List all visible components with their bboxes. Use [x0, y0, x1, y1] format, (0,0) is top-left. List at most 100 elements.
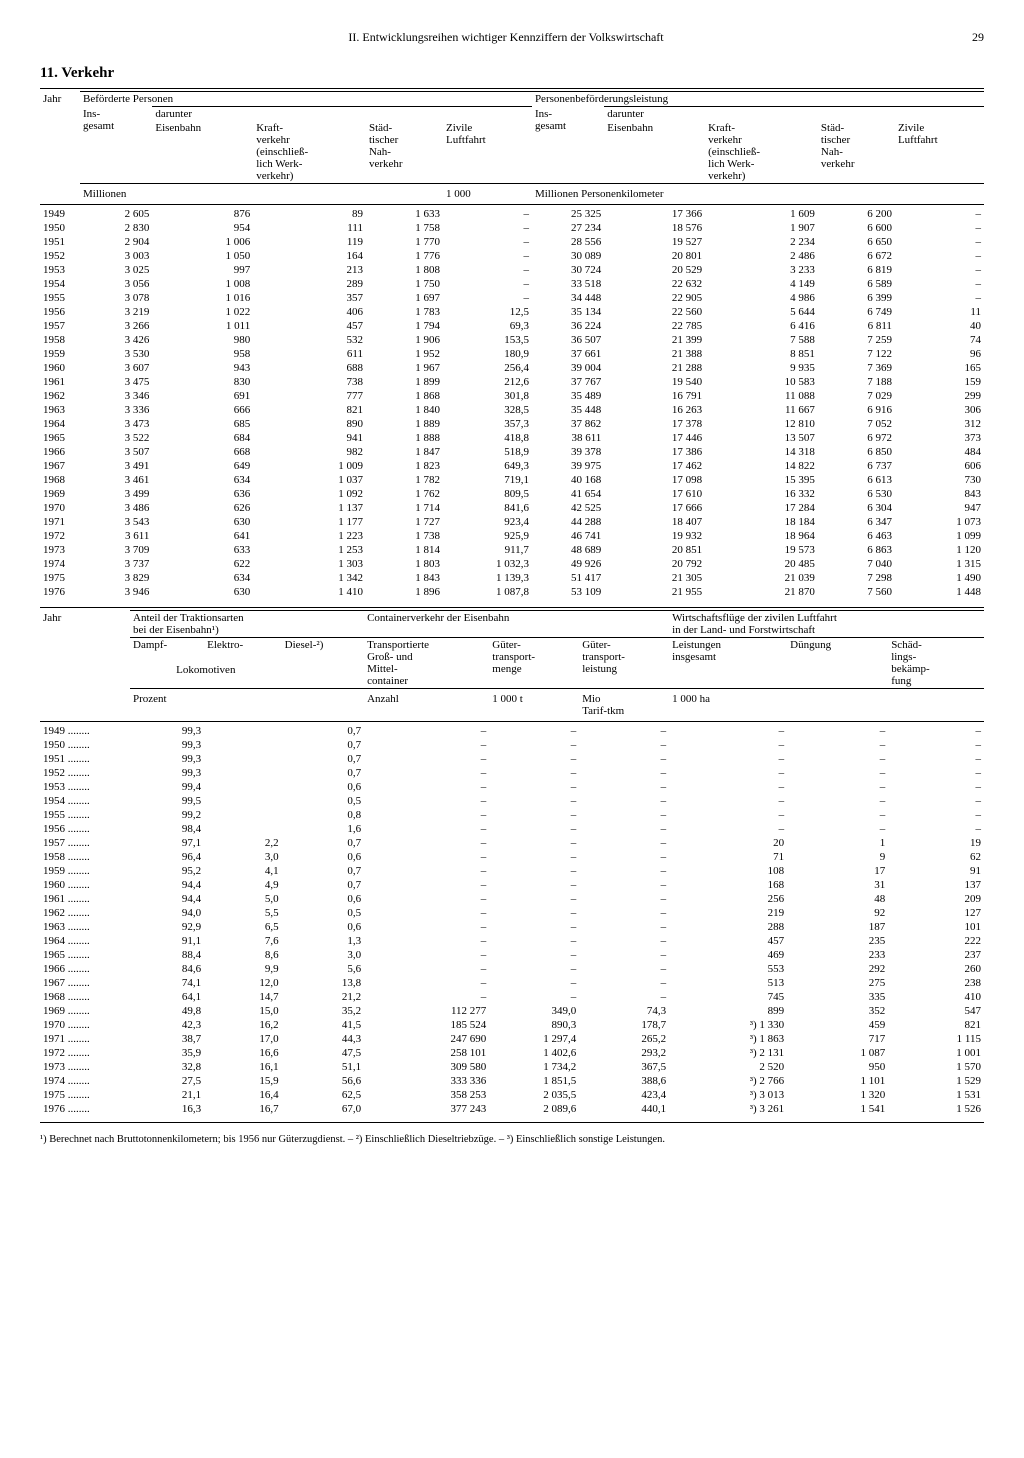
- table-row: 19492 605876891 633–25 32517 3661 6096 2…: [40, 207, 984, 221]
- table-row: 1951 ........99,30,7––––––: [40, 752, 984, 766]
- col-eisenbahn: Eisenbahn: [152, 121, 253, 184]
- table-transport-persons: Jahr Beförderte Personen Personenbeförde…: [40, 91, 984, 599]
- col-darunter: darunter: [152, 107, 532, 122]
- col-kraft2: Kraft- verkehr (einschließ- lich Werk- v…: [705, 121, 818, 184]
- table-row: 19543 0561 0082891 750–33 51822 6324 149…: [40, 277, 984, 291]
- unit-prozent: Prozent: [130, 689, 364, 722]
- col-wirtschaft: Wirtschaftsflüge der zivilen Luftfahrt i…: [669, 611, 984, 638]
- col-befoerderte: Beförderte Personen: [80, 92, 532, 107]
- table-row: 19763 9466301 4101 8961 087,853 10921 95…: [40, 585, 984, 599]
- col-stadt: Städ- tischer Nah- verkehr: [366, 121, 443, 184]
- table-row: 1957 ........97,12,20,7–––20119: [40, 836, 984, 850]
- table-row: 19683 4616341 0371 782719,140 16817 0981…: [40, 473, 984, 487]
- col-eisenbahn2: Eisenbahn: [604, 121, 705, 184]
- col-zivil2: Zivile Luftfahrt: [895, 121, 984, 184]
- table-row: 1967 ........74,112,013,8–––513275238: [40, 976, 984, 990]
- table-row: 1959 ........95,24,10,7–––1081791: [40, 864, 984, 878]
- page-number: 29: [972, 30, 984, 45]
- table-row: 19733 7096331 2531 814911,748 68920 8511…: [40, 543, 984, 557]
- table-row: 1963 ........92,96,50,6–––288187101: [40, 920, 984, 934]
- table-row: 1965 ........88,48,63,0–––469233237: [40, 948, 984, 962]
- col-gleist: Güter- transport- leistung: [579, 638, 669, 689]
- unit-1000t: 1 000 t: [489, 689, 579, 722]
- table-row: 19623 3466917771 868301,835 48916 79111 …: [40, 389, 984, 403]
- col-trans: Transportierte Groß- und Mittel- contain…: [364, 638, 489, 689]
- table-row: 19673 4916491 0091 823649,339 97517 4621…: [40, 459, 984, 473]
- col-zivil: Zivile Luftfahrt: [443, 121, 532, 184]
- col-stadt2: Städ- tischer Nah- verkehr: [818, 121, 895, 184]
- running-head: II. Entwicklungsreihen wichtiger Kennzif…: [40, 30, 984, 45]
- table-row: 19663 5076689821 847518,939 37817 38614 …: [40, 445, 984, 459]
- table-row: 1968 ........64,114,721,2–––745335410: [40, 990, 984, 1004]
- unit-1000: 1 000: [443, 184, 532, 205]
- footnote: ¹) Berechnet nach Bruttotonnenkilometern…: [40, 1133, 984, 1147]
- table-row: 19502 8309541111 758–27 23418 5761 9076 …: [40, 221, 984, 235]
- col-diesel: Diesel-²): [282, 638, 364, 689]
- col-container: Containerverkehr der Eisenbahn: [364, 611, 669, 638]
- table-row: 1969 ........49,815,035,2112 277349,074,…: [40, 1004, 984, 1018]
- col-jahr2: Jahr: [40, 611, 130, 689]
- table-row: 19603 6079436881 967256,439 00421 2889 9…: [40, 361, 984, 375]
- table-row: 1962 ........94,05,50,5–––21992127: [40, 906, 984, 920]
- running-head-text: II. Entwicklungsreihen wichtiger Kennzif…: [348, 30, 663, 45]
- col-lokomotiven: Lokomotiven: [130, 663, 282, 689]
- table-row: 1954 ........99,50,5––––––: [40, 794, 984, 808]
- col-dampf: Dampf-: [130, 638, 204, 664]
- table-row: 19523 0031 0501641 776–30 08920 8012 486…: [40, 249, 984, 263]
- table-row: 1950 ........99,30,7––––––: [40, 738, 984, 752]
- table-row: 19693 4996361 0921 762809,541 65417 6101…: [40, 487, 984, 501]
- table-row: 19713 5436301 1771 727923,444 28818 4071…: [40, 515, 984, 529]
- unit-1000ha: 1 000 ha: [669, 689, 984, 722]
- table-traction-container: Jahr Anteil der Traktionsarten bei der E…: [40, 610, 984, 1116]
- col-insgesamt2: Ins- gesamt: [532, 107, 604, 184]
- col-leistung: Personenbeförderungsleistung: [532, 92, 984, 107]
- table-row: 1970 ........42,316,241,5185 524890,3178…: [40, 1018, 984, 1032]
- col-insgesamt: Ins- gesamt: [80, 107, 152, 184]
- table-row: 19753 8296341 3421 8431 139,351 41721 30…: [40, 571, 984, 585]
- table-row: 19653 5226849411 888418,838 61117 44613 …: [40, 431, 984, 445]
- table-row: 19583 4269805321 906153,536 50721 3997 5…: [40, 333, 984, 347]
- table-row: 1955 ........99,20,8––––––: [40, 808, 984, 822]
- col-jahr: Jahr: [40, 92, 80, 205]
- table-row: 19613 4758307381 899212,637 76719 54010 …: [40, 375, 984, 389]
- col-kraft: Kraft- verkehr (einschließ- lich Werk- v…: [253, 121, 366, 184]
- table-row: 19723 6116411 2231 738925,946 74119 9321…: [40, 529, 984, 543]
- unit-anzahl: Anzahl: [364, 689, 489, 722]
- col-gmenge: Güter- transport- menge: [489, 638, 579, 689]
- col-traktion: Anteil der Traktionsarten bei der Eisenb…: [130, 611, 364, 638]
- table-row: 1961 ........94,45,00,6–––25648209: [40, 892, 984, 906]
- table-row: 1952 ........99,30,7––––––: [40, 766, 984, 780]
- table-row: 1956 ........98,41,6––––––: [40, 822, 984, 836]
- col-darunter2: darunter: [604, 107, 984, 122]
- unit-millionen: Millionen: [80, 184, 443, 205]
- table-row: 19743 7376221 3031 8031 032,349 92620 79…: [40, 557, 984, 571]
- table-row: 1972 ........35,916,647,5258 1011 402,62…: [40, 1046, 984, 1060]
- table-row: 19703 4866261 1371 714841,642 52517 6661…: [40, 501, 984, 515]
- col-schad: Schäd- lings- bekämp- fung: [888, 638, 984, 689]
- table-row: 1966 ........84,69,95,6–––553292260: [40, 962, 984, 976]
- table-row: 19563 2191 0224061 78312,535 13422 5605 …: [40, 305, 984, 319]
- section-title: 11. Verkehr: [40, 65, 984, 82]
- table-row: 19533 0259972131 808–30 72420 5293 2336 …: [40, 263, 984, 277]
- unit-mio: Mio Tarif-tkm: [579, 689, 669, 722]
- table-row: 1976 ........16,316,767,0377 2432 089,64…: [40, 1102, 984, 1116]
- table-row: 1958 ........96,43,00,6–––71962: [40, 850, 984, 864]
- table-row: 19643 4736858901 889357,337 86217 37812 …: [40, 417, 984, 431]
- col-elektro: Elektro-: [204, 638, 282, 664]
- table-row: 1974 ........27,515,956,6333 3361 851,53…: [40, 1074, 984, 1088]
- table-row: 19573 2661 0114571 79469,336 22422 7856 …: [40, 319, 984, 333]
- table-row: 19553 0781 0163571 697–34 44822 9054 986…: [40, 291, 984, 305]
- table-row: 19512 9041 0061191 770–28 55619 5272 234…: [40, 235, 984, 249]
- table-row: 1973 ........32,816,151,1309 5801 734,23…: [40, 1060, 984, 1074]
- col-dung: Düngung: [787, 638, 888, 689]
- table-row: 1964 ........91,17,61,3–––457235222: [40, 934, 984, 948]
- table-row: 1949 ........99,30,7––––––: [40, 724, 984, 738]
- table-row: 19593 5309586111 952180,937 66121 3888 8…: [40, 347, 984, 361]
- col-leist: Leistungen insgesamt: [669, 638, 787, 689]
- table-row: 1953 ........99,40,6––––––: [40, 780, 984, 794]
- table-row: 1975 ........21,116,462,5358 2532 035,54…: [40, 1088, 984, 1102]
- unit-mpkm: Millionen Personenkilometer: [532, 184, 984, 205]
- table-row: 1960 ........94,44,90,7–––16831137: [40, 878, 984, 892]
- table-row: 19633 3366668211 840328,535 44816 26311 …: [40, 403, 984, 417]
- table-row: 1971 ........38,717,044,3247 6901 297,42…: [40, 1032, 984, 1046]
